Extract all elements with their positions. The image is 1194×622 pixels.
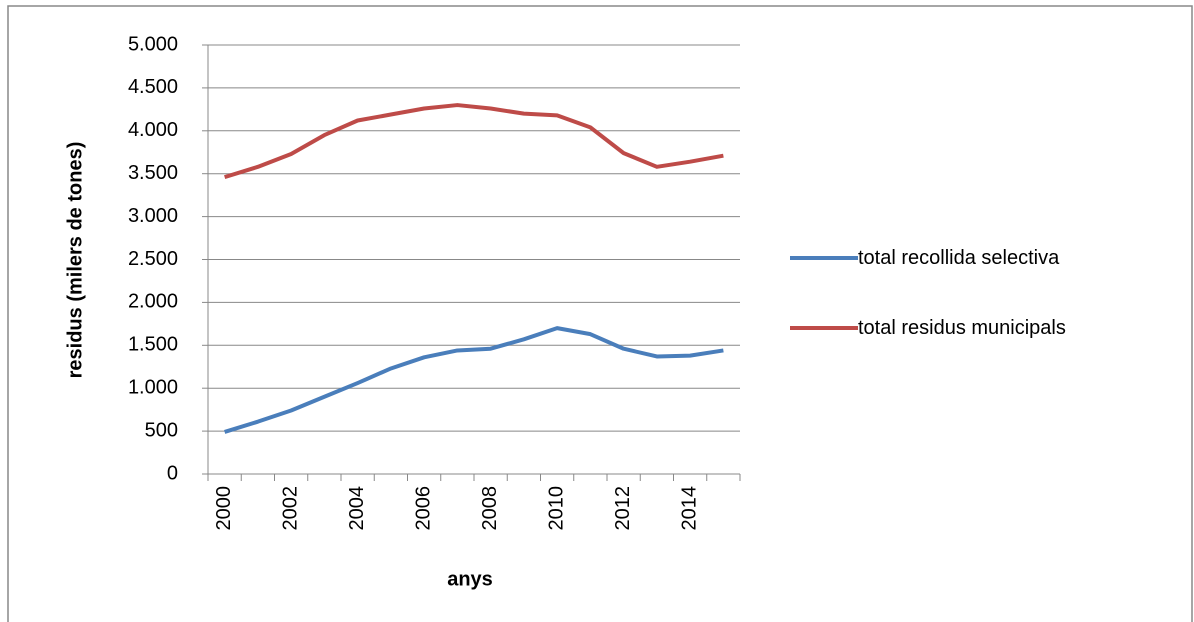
x-tick-label: 2006 bbox=[412, 486, 434, 531]
x-tick-label: 2010 bbox=[545, 486, 567, 531]
x-tick-label: 2012 bbox=[612, 486, 634, 531]
series-line bbox=[224, 103, 724, 180]
y-tick-label: 2.500 bbox=[128, 248, 178, 270]
series-line bbox=[224, 326, 724, 434]
legend-swatch bbox=[790, 256, 858, 260]
legend: total recollida selectiva total residus m… bbox=[790, 245, 1190, 385]
legend-swatch bbox=[790, 326, 858, 330]
x-tick-label: 2004 bbox=[346, 486, 368, 531]
y-tick-label: 4.000 bbox=[128, 119, 178, 141]
legend-item: total residus municipals bbox=[790, 315, 1190, 341]
y-tick-label: 5.000 bbox=[128, 33, 178, 55]
legend-label: total recollida selectiva bbox=[858, 247, 1060, 269]
x-tick-label: 2014 bbox=[678, 486, 700, 531]
y-tick-label: 4.500 bbox=[128, 76, 178, 98]
legend-item: total recollida selectiva bbox=[790, 245, 1190, 271]
y-tick-label: 1.500 bbox=[128, 334, 178, 356]
x-axis-label: anys bbox=[447, 568, 493, 590]
y-tick-label: 3.500 bbox=[128, 162, 178, 184]
y-tick-label: 2.000 bbox=[128, 291, 178, 313]
y-axis-label: residus (milers de tones) bbox=[64, 142, 86, 379]
chart-frame bbox=[7, 5, 1193, 622]
x-tick-label: 2008 bbox=[479, 486, 501, 531]
x-tick-label: 2000 bbox=[213, 486, 235, 531]
x-tick-label: 2002 bbox=[279, 486, 301, 531]
legend-label: total residus municipals bbox=[858, 317, 1066, 339]
y-tick-label: 3.000 bbox=[128, 205, 178, 227]
y-tick-label: 0 bbox=[167, 462, 178, 484]
y-tick-label: 500 bbox=[145, 419, 178, 441]
y-tick-label: 1.000 bbox=[128, 376, 178, 398]
